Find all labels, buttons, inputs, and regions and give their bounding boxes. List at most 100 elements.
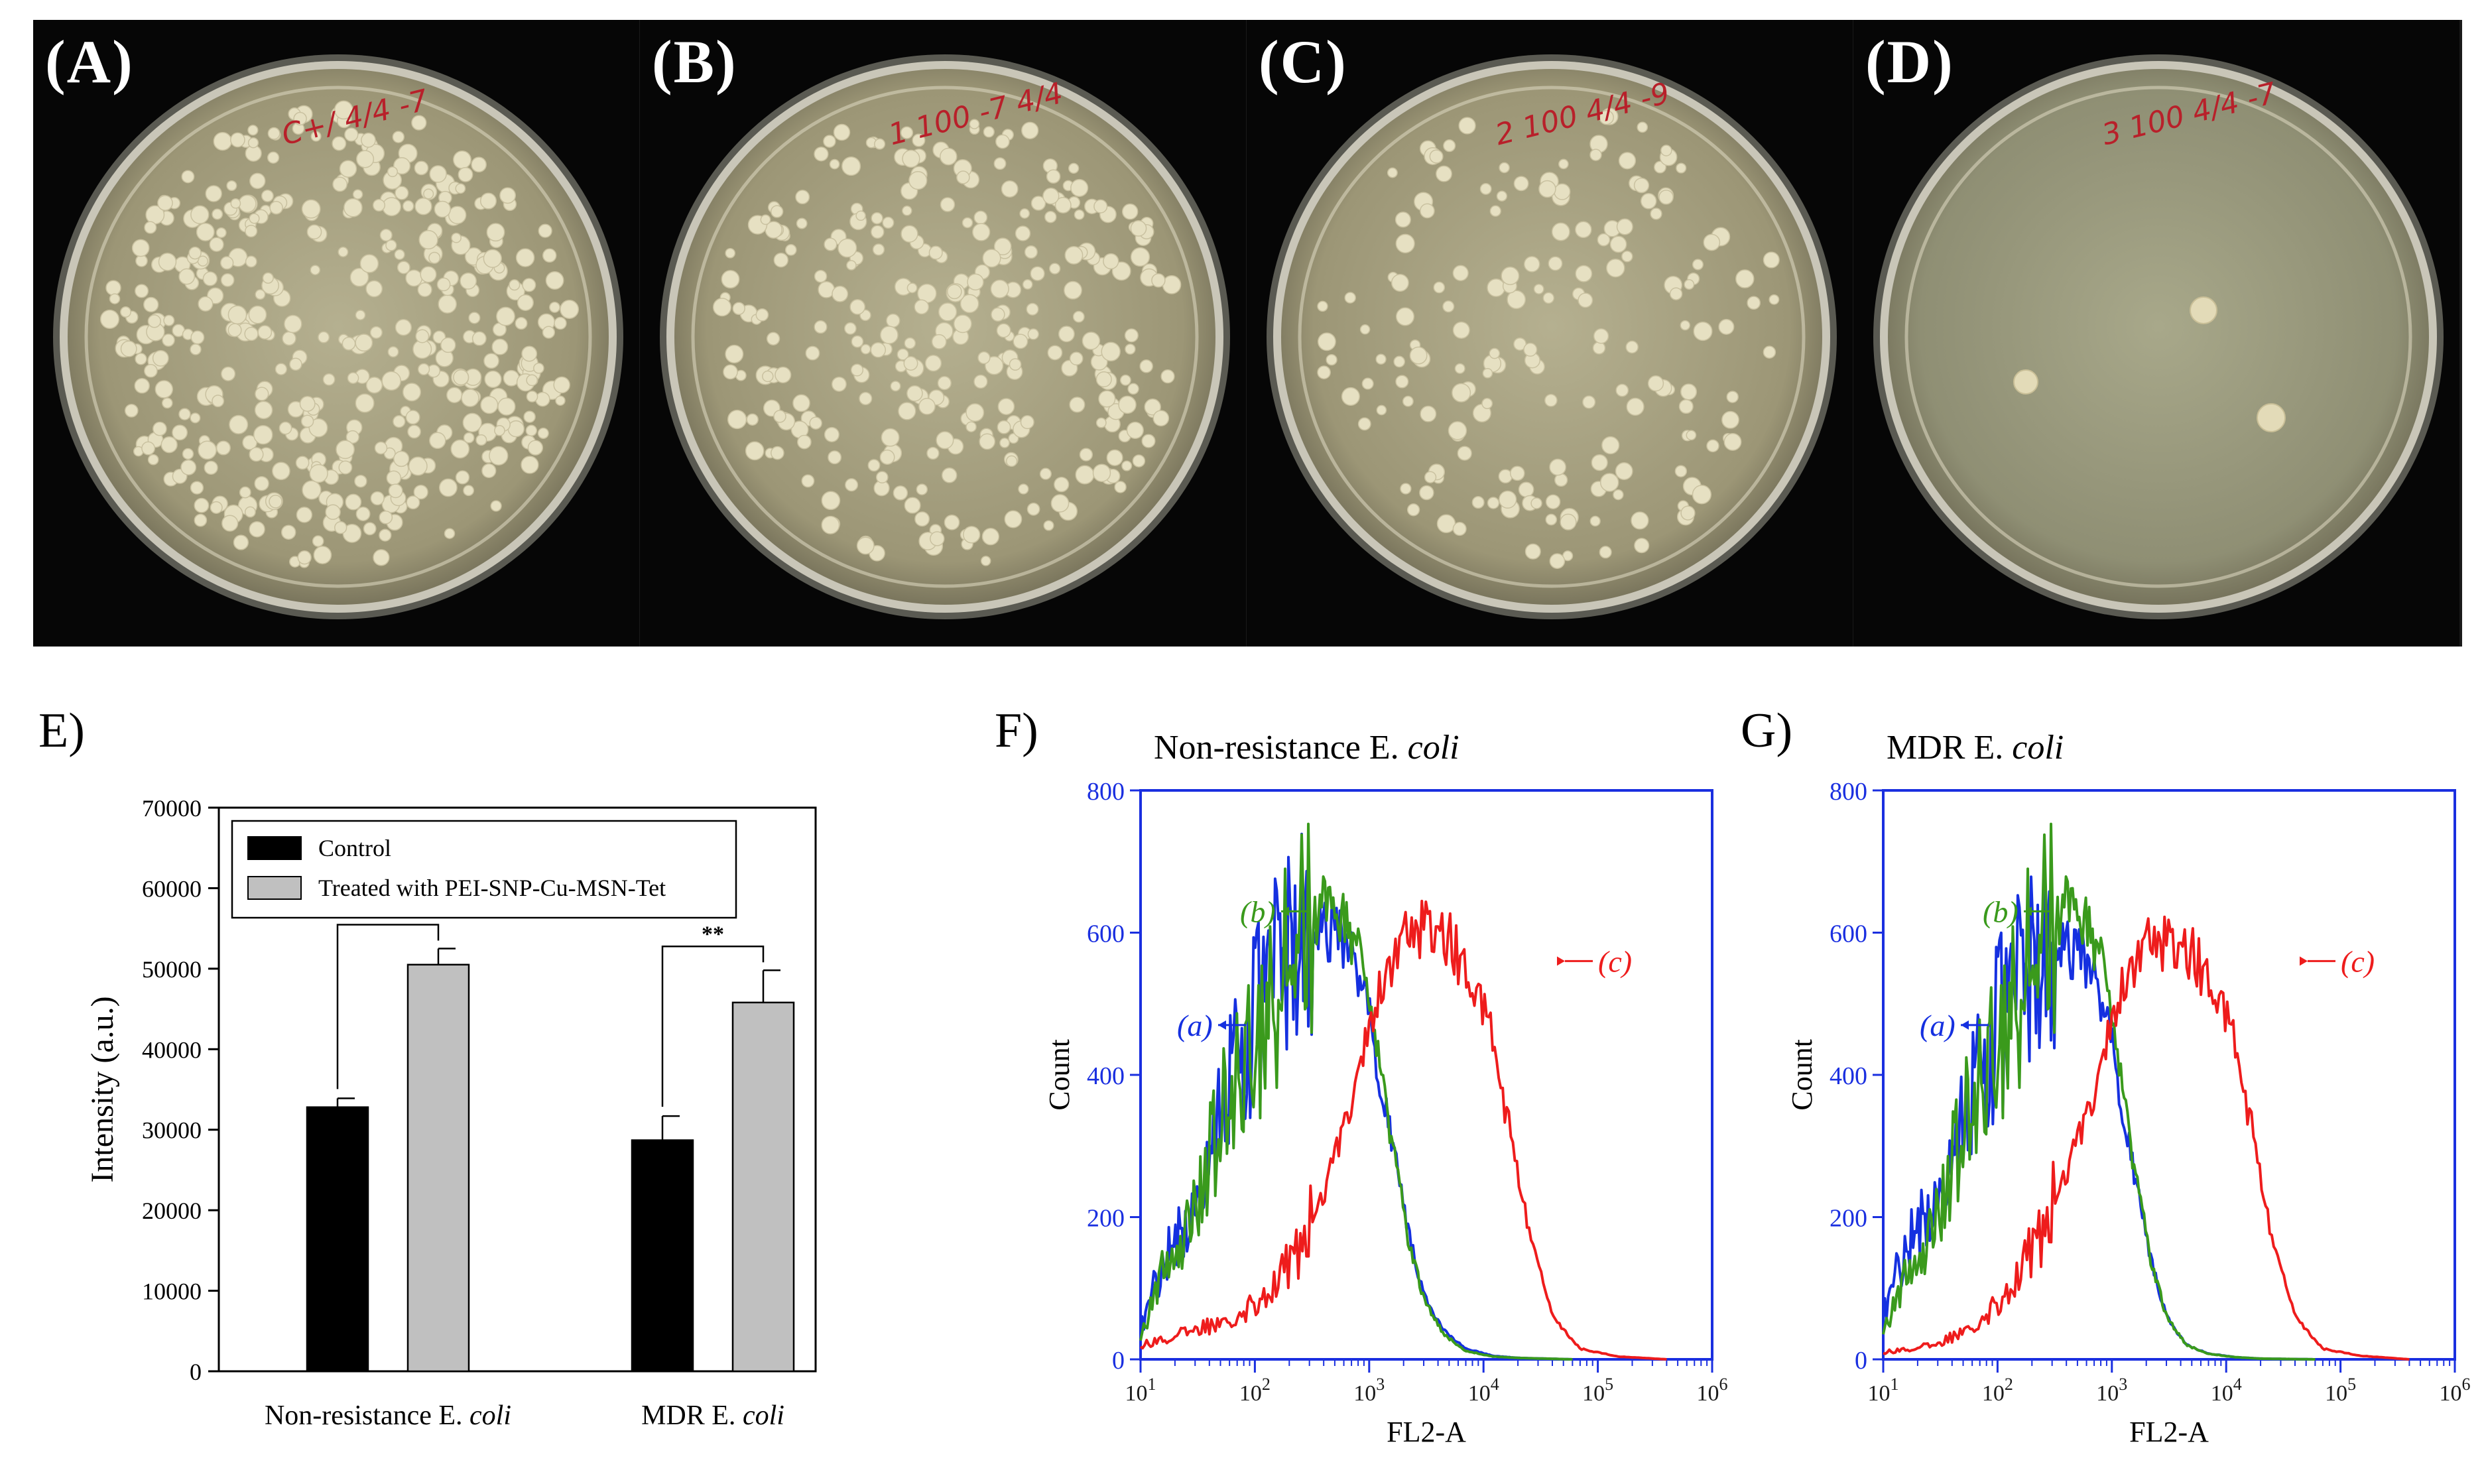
colony xyxy=(796,217,808,229)
colony xyxy=(1597,233,1611,247)
dish-inner-ring xyxy=(1904,86,2412,588)
colony xyxy=(1615,383,1629,397)
colony xyxy=(960,294,979,314)
colony xyxy=(982,249,1001,268)
colony xyxy=(429,165,447,183)
bar-treated xyxy=(406,963,470,1373)
colony xyxy=(771,446,784,460)
colony xyxy=(1121,460,1133,471)
colony xyxy=(805,345,820,361)
colony xyxy=(99,309,120,329)
colony xyxy=(1130,220,1147,237)
curve-label-c: (c) xyxy=(2341,944,2375,978)
colony xyxy=(261,189,274,202)
colony xyxy=(1013,334,1028,349)
colony xyxy=(916,483,928,495)
colony xyxy=(1634,538,1650,554)
colony xyxy=(832,285,849,302)
curve-label-c: (c) xyxy=(1598,944,1632,978)
colony xyxy=(940,147,958,166)
colony xyxy=(914,299,930,315)
plate-letter: (A) xyxy=(45,28,134,95)
colony xyxy=(1127,383,1139,395)
colony xyxy=(414,160,429,176)
colony xyxy=(931,334,947,349)
colony xyxy=(1575,221,1592,239)
colony xyxy=(821,491,841,511)
colony xyxy=(1095,417,1107,428)
colony xyxy=(999,438,1010,448)
colony xyxy=(471,331,487,346)
panel-g-title: MDR E. coli xyxy=(1887,728,2064,767)
colony xyxy=(310,265,321,275)
colony xyxy=(249,521,265,538)
bar-plot-frame xyxy=(217,806,817,1373)
x-tick-label: 101 xyxy=(1868,1375,1899,1406)
panel-f-letter: F) xyxy=(995,704,1038,758)
colony xyxy=(1718,318,1735,335)
colony xyxy=(1669,287,1683,300)
colony xyxy=(755,308,769,322)
colony xyxy=(824,237,838,251)
x-tick-label: 105 xyxy=(2325,1375,2356,1406)
colony xyxy=(1443,139,1456,153)
colony xyxy=(205,185,222,202)
colony xyxy=(1509,465,1525,481)
colony xyxy=(515,248,535,267)
colony xyxy=(906,385,923,402)
colony xyxy=(342,336,356,351)
colony xyxy=(141,441,156,456)
colony xyxy=(230,132,245,148)
colony xyxy=(413,484,428,500)
colony xyxy=(1021,121,1039,139)
colony xyxy=(455,183,466,194)
colony xyxy=(993,157,1007,170)
x-tick-label: 101 xyxy=(1125,1375,1156,1406)
x-tick-label: 103 xyxy=(1353,1375,1385,1406)
colony xyxy=(1533,283,1544,294)
colony xyxy=(1640,193,1657,210)
colony xyxy=(855,210,866,221)
plate-photo-4: (D) 3 100 4/4 -7 xyxy=(1853,20,2462,647)
colony xyxy=(1548,256,1563,271)
colony xyxy=(190,481,204,495)
colony xyxy=(414,198,432,216)
colony xyxy=(517,294,534,311)
colony xyxy=(972,223,991,241)
curve-label-arrowhead xyxy=(1218,1020,1226,1030)
colony xyxy=(1144,399,1161,416)
colony xyxy=(846,260,857,271)
colony xyxy=(1549,458,1566,476)
colony xyxy=(1591,454,1608,471)
colony xyxy=(918,397,936,415)
colony xyxy=(906,282,918,294)
colony xyxy=(355,310,366,320)
colony xyxy=(338,247,349,257)
x-tick-label: 103 xyxy=(2096,1375,2127,1406)
colony xyxy=(1020,415,1034,430)
x-category-label: Non-resistance E. coli xyxy=(265,1400,511,1431)
colony xyxy=(1420,203,1435,219)
significance-bracket xyxy=(336,924,440,1089)
colony xyxy=(771,205,784,218)
curve-label-arrowhead xyxy=(1961,1020,1969,1030)
agar-surface xyxy=(68,69,609,605)
colony xyxy=(393,450,410,467)
colony xyxy=(227,323,242,338)
colony xyxy=(1618,152,1637,170)
colony xyxy=(325,504,341,521)
colony xyxy=(1400,483,1412,495)
colony xyxy=(479,192,497,210)
colony xyxy=(411,115,427,131)
colony xyxy=(1106,449,1123,466)
colony xyxy=(499,187,517,204)
colony xyxy=(334,100,353,120)
colony xyxy=(1457,446,1472,461)
colony xyxy=(997,420,1011,434)
colony xyxy=(535,391,550,407)
colony xyxy=(908,170,928,190)
colony xyxy=(239,486,251,499)
colony xyxy=(1139,359,1153,373)
panel-f-title-italic: coli xyxy=(1407,729,1459,767)
colony xyxy=(1079,448,1093,462)
